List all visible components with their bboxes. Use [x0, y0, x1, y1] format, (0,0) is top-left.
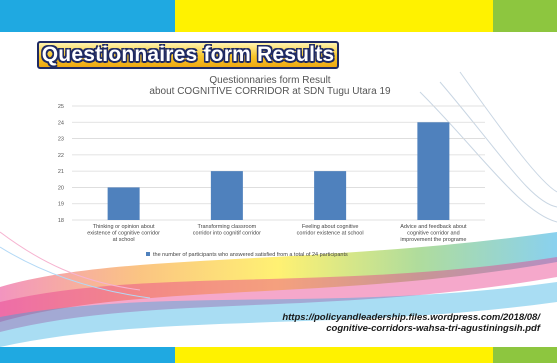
y-tick-label: 22 [58, 153, 64, 159]
bar [417, 122, 450, 220]
source-link-line-1: https://policyandleadership.files.wordpr… [282, 312, 540, 323]
y-tick-label: 25 [58, 104, 64, 110]
y-tick-label: 21 [58, 169, 64, 175]
strip-segment-green [493, 347, 557, 363]
y-tick-label: 24 [58, 120, 64, 126]
strip-segment-yellow [175, 347, 493, 363]
x-tick-label: cognitive corridor and [407, 231, 460, 237]
bottom-color-strip [0, 347, 557, 363]
x-tick-label: existence of cognitive corridor [87, 231, 160, 237]
x-tick-label: Feeling about cognitive [302, 224, 359, 230]
chart-subtitle: about COGNITIVE CORRIDOR at SDN Tugu Uta… [149, 86, 391, 97]
x-tick-label: at school [113, 237, 135, 243]
x-tick-label: Transforming classroom [197, 224, 256, 230]
y-tick-label: 20 [58, 185, 64, 191]
bar [210, 171, 243, 220]
source-link-line-2: cognitive-corridors-wahsa-tri-agustining… [326, 323, 540, 334]
bar-chart: 18 19 20 21 22 23 24 25 Thinking or opinion abou… [58, 104, 485, 258]
chart-title: Questionnaries form Result [209, 75, 331, 86]
x-tick-label: corridor existence at school [297, 231, 364, 237]
heading-badge: Questionnaires form Results [37, 41, 339, 69]
y-tick-label: 18 [58, 218, 64, 224]
bar [107, 187, 140, 220]
strip-segment-blue [0, 0, 175, 32]
heading-text: Questionnaires form Results [41, 43, 335, 66]
x-tick-label: Thinking or opinion about [93, 224, 155, 230]
legend-swatch [146, 252, 150, 256]
slide: Questionnaires form Results Questionnari… [0, 32, 557, 347]
y-tick-label: 19 [58, 202, 64, 208]
strip-segment-green [493, 0, 557, 32]
x-tick-label: improvement the programe [400, 237, 466, 243]
strip-segment-blue [0, 347, 175, 363]
top-color-strip [0, 0, 557, 32]
x-tick-label: Advice and feedback about [400, 224, 467, 230]
bar [314, 171, 347, 220]
rainbow-swirl-decoration [0, 71, 557, 347]
y-tick-label: 23 [58, 137, 64, 143]
strip-segment-yellow [175, 0, 493, 32]
x-tick-label: corridor into cognitif corridor [193, 231, 261, 237]
legend-label: the number of participants who answered … [153, 252, 348, 258]
